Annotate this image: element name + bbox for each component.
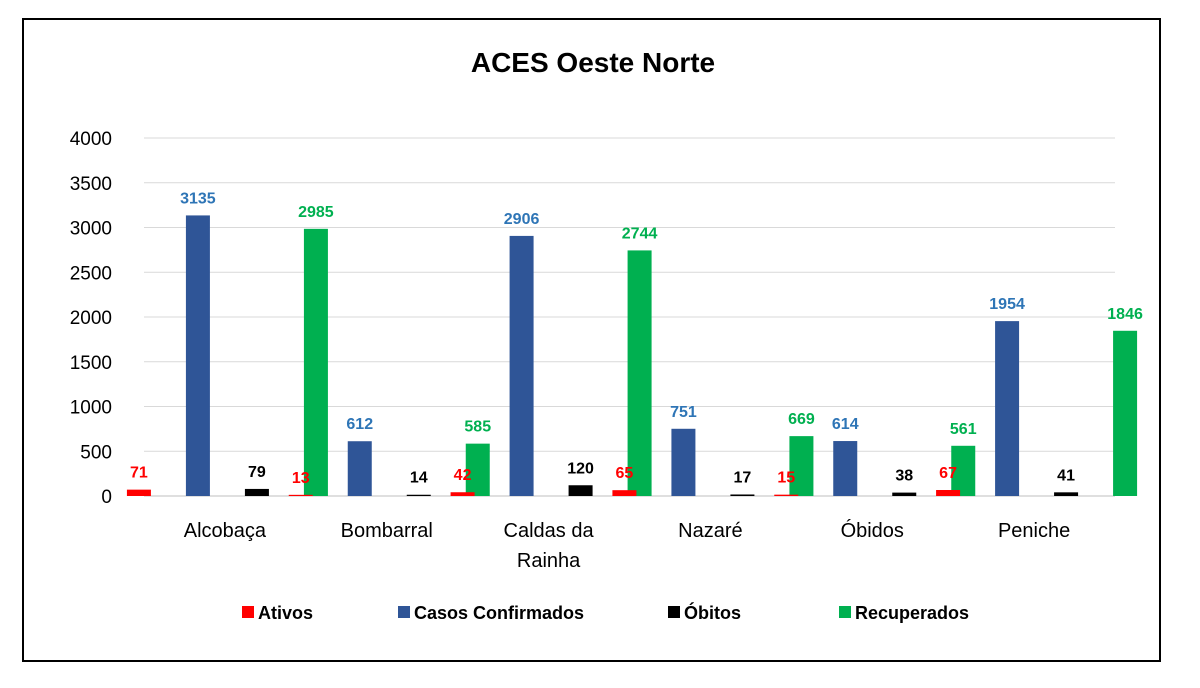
data-label: 1954 (989, 296, 1025, 313)
bar-óbitos (730, 494, 755, 496)
data-label: 67 (939, 465, 957, 482)
legend-label: Recuperados (855, 603, 969, 623)
y-tick-label: 2000 (70, 308, 112, 329)
legend-label: Óbitos (684, 602, 741, 623)
data-label: 612 (346, 416, 373, 433)
data-label: 15 (777, 470, 795, 487)
data-label: 2985 (298, 204, 334, 221)
bar-ativos (612, 490, 637, 496)
data-label: 614 (832, 416, 859, 433)
data-label: 751 (670, 404, 697, 421)
bar-ativos (288, 494, 313, 496)
data-label: 561 (950, 421, 977, 438)
bar-casos-confirmados (347, 441, 372, 496)
bar-casos-confirmados (509, 235, 534, 496)
bar-casos-confirmados (833, 441, 858, 496)
x-axis: Alcobaça Bombarral Caldas da Rainha Nazaré Ób… (184, 519, 1070, 572)
y-tick-label: 2500 (70, 263, 112, 284)
y-tick-label: 1000 (70, 398, 112, 419)
legend-label: Casos Confirmados (414, 603, 584, 623)
chart-frame (22, 18, 1161, 662)
bar-recuperados (1113, 330, 1138, 496)
data-label: 585 (464, 419, 491, 436)
bar-ativos (936, 490, 961, 496)
data-label: 79 (248, 464, 266, 481)
bar-casos-confirmados (995, 321, 1020, 496)
bar-óbitos (568, 485, 593, 496)
y-axis: 0 500 1000 1500 2000 2500 3000 3500 4000 (70, 129, 112, 508)
y-tick-label: 0 (101, 487, 112, 508)
bar-óbitos (406, 494, 431, 496)
y-tick-label: 4000 (70, 129, 112, 150)
x-tick-label: Óbidos (841, 519, 904, 542)
data-label: 2744 (622, 225, 658, 242)
data-labels: 71 3135 79 2985 13 612 14 585 42 2906 120 2744 65 751… (130, 190, 1143, 486)
data-label: 65 (616, 465, 634, 482)
data-label: 42 (454, 467, 472, 484)
x-tick-label: Peniche (998, 520, 1070, 542)
bars (126, 215, 1138, 497)
bar-recuperados (951, 445, 976, 496)
bar-ativos (774, 494, 799, 496)
x-tick-label: Caldas da (504, 520, 595, 542)
data-label: 71 (130, 465, 148, 482)
bar-recuperados (465, 443, 490, 496)
data-label: 3135 (180, 190, 216, 207)
data-label: 14 (410, 470, 428, 487)
bar-casos-confirmados (185, 215, 210, 497)
legend-swatch (398, 606, 410, 618)
data-label: 1846 (1107, 306, 1143, 323)
bar-óbitos (1054, 492, 1079, 496)
legend-swatch (242, 606, 254, 618)
legend-swatch (668, 606, 680, 618)
y-tick-label: 500 (80, 442, 112, 463)
bar-óbitos (244, 488, 269, 496)
data-label: 41 (1057, 467, 1075, 484)
x-tick-label: Alcobaça (184, 520, 267, 542)
data-label: 120 (567, 460, 594, 477)
bar-ativos (126, 489, 151, 496)
y-tick-label: 3000 (70, 219, 112, 240)
bar-casos-confirmados (671, 428, 696, 496)
bar-óbitos (892, 492, 917, 496)
legend: Ativos Casos Confirmados Óbitos Recuperados (242, 602, 969, 623)
bar-recuperados (627, 250, 652, 496)
legend-swatch (839, 606, 851, 618)
x-tick-label: Bombarral (341, 520, 433, 542)
x-tick-label: Nazaré (678, 520, 742, 542)
x-tick-label: Rainha (517, 550, 581, 572)
bar-recuperados (789, 436, 814, 496)
bar-recuperados (303, 228, 328, 496)
data-label: 17 (734, 469, 752, 486)
legend-label: Ativos (258, 603, 313, 623)
data-label: 13 (292, 470, 310, 487)
data-label: 669 (788, 411, 815, 428)
y-tick-label: 3500 (70, 174, 112, 195)
chart-title: ACES Oeste Norte (471, 47, 715, 78)
data-label: 38 (895, 468, 913, 485)
data-label: 2906 (504, 211, 540, 228)
bar-ativos (450, 492, 475, 496)
y-tick-label: 1500 (70, 353, 112, 374)
